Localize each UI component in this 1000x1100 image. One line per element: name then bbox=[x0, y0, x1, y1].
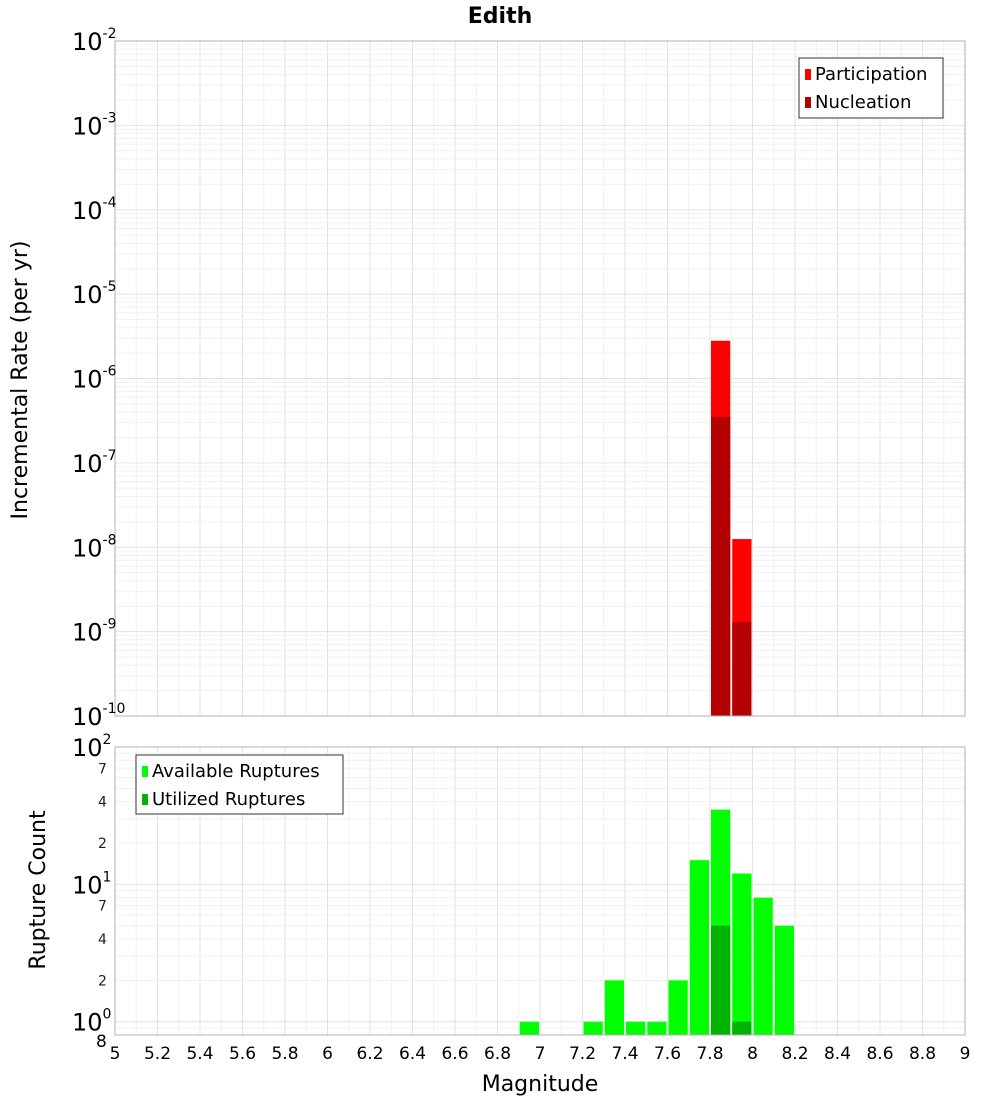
legend-label: Available Ruptures bbox=[152, 761, 320, 782]
y-minor-tick-label: 2 bbox=[98, 836, 107, 852]
y-tick-label: 10-2 bbox=[72, 26, 117, 56]
rate-panel: 10-10 10-9 10-8 10-7 10-6 10-5 10-4 10-3 10-2 Par… bbox=[72, 26, 966, 731]
plot-frame bbox=[114, 40, 966, 717]
bar-available-ruptures bbox=[668, 980, 688, 1035]
count-panel: 100 101 102 8 2 4 7 2 4 7 Available Ruptures Utiliz… bbox=[72, 732, 970, 1064]
bar-nucleation bbox=[732, 622, 752, 716]
y-minor-tick-label: 4 bbox=[98, 932, 107, 948]
x-tick-label: 6 bbox=[322, 1044, 333, 1064]
y-tick-label: 10-9 bbox=[72, 617, 117, 647]
bar-available-ruptures bbox=[626, 1021, 646, 1035]
legend-swatch bbox=[805, 69, 811, 80]
y-tick-label: 10-3 bbox=[72, 110, 117, 140]
y-minor-tick-label: 7 bbox=[98, 761, 107, 777]
x-tick-label: 5.8 bbox=[271, 1044, 298, 1064]
y-tick-label: 10-7 bbox=[72, 448, 117, 478]
y-minor-tick-label: 4 bbox=[98, 795, 107, 811]
y-tick-label: 100 bbox=[72, 1007, 111, 1037]
bar-available-ruptures bbox=[604, 980, 624, 1035]
x-axis-label: Magnitude bbox=[482, 1072, 599, 1097]
bar-available-ruptures bbox=[583, 1021, 603, 1035]
x-tick-label: 8 bbox=[747, 1044, 758, 1064]
x-tick-label: 6.8 bbox=[484, 1044, 511, 1064]
bar-available-ruptures bbox=[647, 1021, 667, 1035]
x-tick-label: 5.6 bbox=[229, 1044, 256, 1064]
legend-box bbox=[135, 754, 344, 815]
y-tick-label: 10-5 bbox=[72, 279, 117, 309]
legend-box bbox=[798, 57, 944, 119]
legend-label: Nucleation bbox=[815, 92, 911, 113]
legend-swatch bbox=[142, 794, 148, 805]
bar-available-ruptures bbox=[774, 925, 794, 1035]
legend-label: Participation bbox=[815, 64, 927, 85]
y-minor-tick-label: 7 bbox=[98, 899, 107, 915]
x-tick-label: 7.2 bbox=[569, 1044, 596, 1064]
legend: Available Ruptures Utilized Ruptures bbox=[135, 754, 344, 815]
x-tick-label: 6.4 bbox=[399, 1044, 426, 1064]
chart-title: Edith bbox=[468, 4, 533, 29]
bar-nucleation bbox=[711, 416, 731, 716]
x-tick-label: 5.4 bbox=[186, 1044, 213, 1064]
x-tick-label: 5 bbox=[110, 1044, 121, 1064]
x-tick-label: 7 bbox=[535, 1044, 546, 1064]
x-tick-label: 6.2 bbox=[356, 1044, 383, 1064]
x-tick-label: 8.2 bbox=[781, 1044, 808, 1064]
legend-swatch bbox=[805, 97, 811, 108]
x-tick-label: 7.4 bbox=[611, 1044, 638, 1064]
bar-available-ruptures bbox=[519, 1021, 539, 1035]
plot-frame bbox=[114, 746, 966, 1036]
legend-label: Utilized Ruptures bbox=[152, 789, 305, 810]
bar-available-ruptures bbox=[753, 897, 773, 1035]
bar-available-ruptures bbox=[732, 873, 752, 1035]
y-tick-label: 10-6 bbox=[72, 364, 117, 394]
y-tick-label: 10-10 bbox=[72, 701, 125, 731]
y-tick-label: 101 bbox=[72, 869, 111, 899]
y-axis-label-rate: Incremental Rate (per yr) bbox=[8, 241, 33, 520]
y-tick-label: 10-4 bbox=[72, 195, 117, 225]
x-tick-label: 9 bbox=[960, 1044, 971, 1064]
x-tick-label: 8.6 bbox=[866, 1044, 893, 1064]
x-tick-label: 8.4 bbox=[824, 1044, 851, 1064]
y-tick-label: 10-8 bbox=[72, 532, 117, 562]
legend: Participation Nucleation bbox=[798, 57, 944, 119]
bar-available-ruptures bbox=[689, 860, 709, 1035]
bar-utilized-ruptures bbox=[732, 1021, 752, 1035]
y-tick-label: 102 bbox=[72, 732, 111, 762]
legend-swatch bbox=[142, 766, 148, 777]
x-tick-label: 8.8 bbox=[909, 1044, 936, 1064]
x-tick-label: 6.6 bbox=[441, 1044, 468, 1064]
x-tick-label: 7.8 bbox=[696, 1044, 723, 1064]
y-minor-tick-label: 8 bbox=[96, 1032, 107, 1052]
bar-utilized-ruptures bbox=[711, 925, 731, 1035]
y-minor-tick-label: 2 bbox=[98, 973, 107, 989]
y-axis-label-count: Rupture Count bbox=[26, 810, 51, 970]
x-tick-label: 7.6 bbox=[654, 1044, 681, 1064]
x-tick-label: 5.2 bbox=[144, 1044, 171, 1064]
